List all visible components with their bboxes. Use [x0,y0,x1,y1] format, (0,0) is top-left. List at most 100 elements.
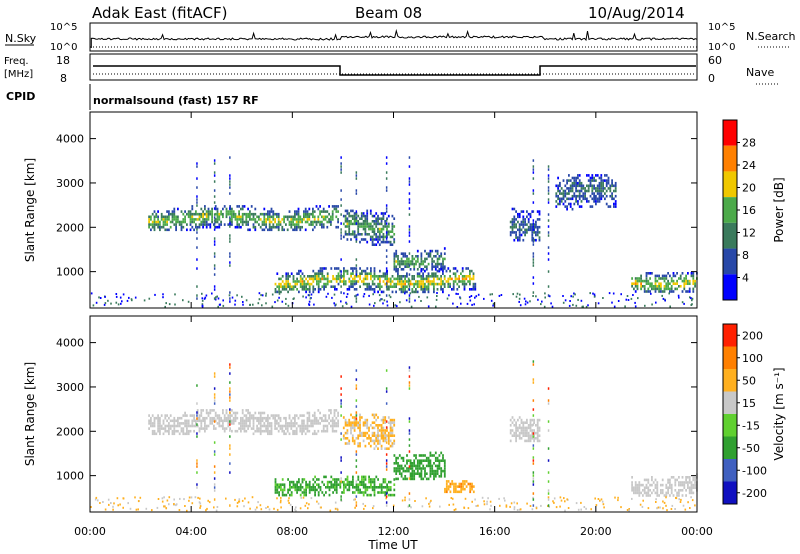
streak-cell [229,192,231,195]
streak-cell [408,444,411,447]
echo-cell [377,290,379,294]
echo-cell [411,257,414,261]
echo-cell [287,488,289,492]
echo-cell [254,228,257,232]
noise-cell [243,505,245,508]
streak-cell [196,162,198,165]
streak-cell [213,498,216,501]
echo-cell [352,483,354,486]
echo-cell [669,478,671,482]
echo-cell [596,174,599,177]
echo-cell [431,280,433,283]
echo-cell [205,416,208,420]
echo-cell [373,275,376,278]
echo-cell [584,197,586,201]
noise-cell [188,496,191,499]
echo-cell [373,486,376,489]
echo-cell [578,174,581,177]
echo-cell [370,478,372,481]
echo-cell [520,220,523,224]
noise-cell [679,501,682,503]
noise-cell [217,297,220,300]
streak-cell [408,288,411,291]
echo-cell [366,431,369,435]
echo-cell [436,260,439,263]
echo-cell [370,486,372,489]
streak-cell [532,381,535,384]
noise-cell [103,303,106,306]
echo-cell [326,480,329,484]
echo-cell [665,491,668,495]
streak-cell [229,462,231,465]
echo-cell [529,429,532,432]
echo-cell [310,212,312,216]
echo-cell [375,235,378,239]
noise-cell [244,497,246,500]
echo-cell [456,490,459,494]
echo-cell [518,424,521,427]
echo-cell [294,218,296,221]
echo-cell [343,282,345,286]
noise-cell [498,294,501,297]
echo-cell [411,467,414,470]
echo-cell [557,187,559,190]
echo-cell [380,285,383,288]
echo-cell [387,421,390,424]
echo-cell [580,205,583,208]
echo-cell [259,225,262,229]
echo-cell [175,215,177,219]
echo-cell [652,481,655,484]
echo-cell [397,277,399,281]
echo-cell [223,416,226,420]
noise-cell [276,497,278,500]
noise-cell [593,293,596,296]
echo-cell [164,215,167,219]
echo-cell [591,189,594,193]
echo-cell [670,279,673,283]
echo-cell [173,223,176,226]
echo-cell [321,491,324,494]
echo-cell [211,422,213,425]
echo-cell [360,225,363,228]
echo-cell [299,493,302,497]
echo-cell [418,454,421,457]
echo-cell [364,478,367,481]
echo-cell [270,210,273,213]
echo-cell [296,488,298,492]
echo-cell [400,288,403,291]
echo-cell [513,223,516,226]
echo-cell [346,288,349,291]
echo-cell [535,233,537,237]
echo-cell [258,411,260,415]
echo-cell [438,462,441,465]
noise-cell [341,305,344,308]
echo-cell [294,429,296,433]
echo-cell [303,488,306,492]
echo-cell [252,424,255,428]
echo-cell [451,482,454,486]
streak-cell [196,411,198,414]
echo-cell [368,429,370,432]
velocity-heatmap-cells [90,342,698,512]
echo-cell [404,275,406,278]
echo-cell [658,274,660,278]
echo-cell [337,272,340,275]
echo-cell [526,215,528,219]
noise-cell [628,508,630,510]
noise-cell [353,498,355,501]
echo-cell [360,233,363,236]
echo-cell [364,475,367,479]
echo-cell [375,217,378,220]
echo-cell [375,486,378,489]
echo-cell [202,212,204,216]
colorbar-segment [723,197,737,223]
echo-cell [198,427,201,430]
echo-cell [463,282,466,286]
streak-cell [408,498,411,501]
echo-cell [276,285,279,288]
echo-cell [175,429,177,433]
noise-cell [409,292,412,295]
noise-cell [199,497,201,500]
echo-cell [389,424,392,427]
noise-cell [691,297,694,300]
